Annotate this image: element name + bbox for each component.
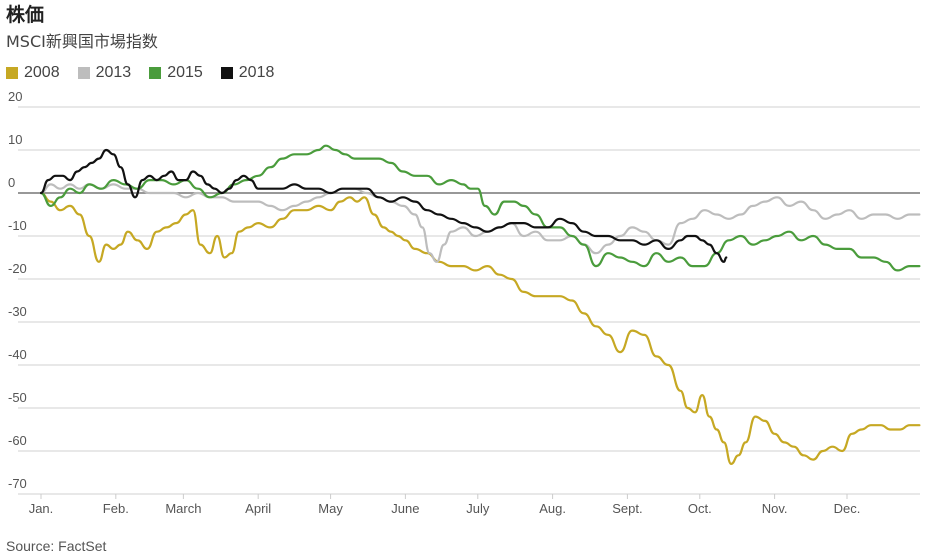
y-tick-label: -10 — [8, 218, 27, 233]
legend-item-2013: 2013 — [77, 64, 132, 82]
series-line-2008 — [39, 191, 921, 465]
chart-title: 株価 — [6, 4, 45, 26]
x-tick-label: May — [318, 501, 343, 516]
gridlines — [18, 106, 920, 495]
x-tick-label: Nov. — [762, 501, 788, 516]
y-tick-label: -40 — [8, 347, 27, 362]
x-tick-label: Aug. — [539, 501, 566, 516]
x-tick-label: Sept. — [612, 501, 642, 516]
y-axis: 20 10 0 -10 -20 -30 -40 -50 -60 -70 — [8, 89, 27, 491]
series-lines — [39, 144, 921, 465]
legend: 2008 2013 2015 2018 — [6, 64, 274, 82]
legend-swatch — [149, 67, 162, 79]
series-line-2013 — [39, 183, 921, 263]
x-tick-label: Jan. — [29, 501, 54, 516]
y-tick-label: -60 — [8, 433, 27, 448]
source-note: Source: FactSet — [6, 538, 107, 554]
x-tick-label: Oct. — [688, 501, 712, 516]
y-tick-label: 20 — [8, 89, 22, 104]
x-tick-label: July — [466, 501, 490, 516]
y-tick-label: 0 — [8, 175, 15, 190]
y-tick-label: 10 — [8, 132, 22, 147]
y-tick-label: -50 — [8, 390, 27, 405]
y-tick-label: -20 — [8, 261, 27, 276]
legend-swatch — [220, 67, 233, 79]
x-axis: Jan. Feb. March April May June July Aug. Sept. Oc… — [29, 494, 861, 516]
x-tick-label: June — [391, 501, 419, 516]
x-tick-label: Feb. — [103, 501, 129, 516]
legend-label: 2013 — [95, 64, 132, 81]
legend-item-2008: 2008 — [6, 64, 60, 82]
x-tick-label: March — [165, 501, 201, 516]
legend-swatch — [6, 67, 18, 79]
series-line-2018 — [39, 148, 728, 263]
x-tick-label: Dec. — [834, 501, 861, 516]
legend-label: 2018 — [238, 64, 275, 81]
legend-item-2015: 2015 — [149, 64, 203, 82]
legend-label: 2015 — [167, 64, 203, 81]
y-tick-label: -30 — [8, 304, 27, 319]
x-tick-label: April — [245, 501, 271, 516]
legend-item-2018: 2018 — [220, 64, 275, 82]
legend-label: 2008 — [24, 64, 60, 81]
chart-subtitle: MSCI新興国市場指数 — [6, 32, 158, 51]
series-line-2015 — [39, 144, 921, 272]
legend-swatch — [77, 67, 90, 79]
y-tick-label: -70 — [8, 476, 27, 491]
